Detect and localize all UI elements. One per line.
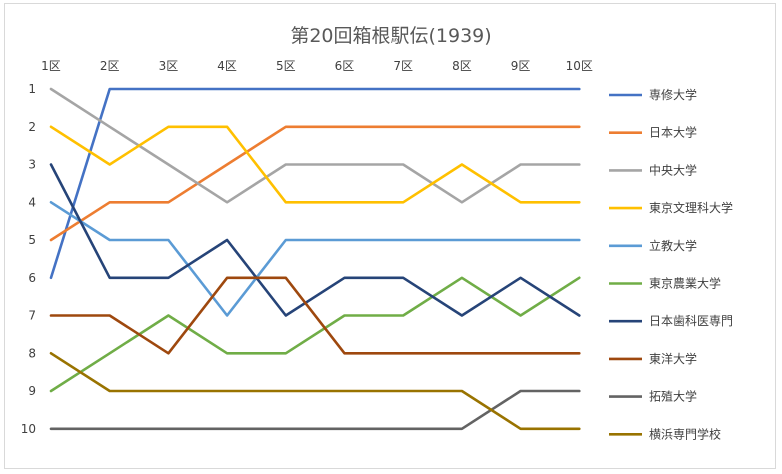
line-chart: 第20回箱根駅伝(1939) 1区 2区 3区 4区 5区 6区 7区 8区 9区 10区 1 2 3… [21, 25, 733, 441]
y-axis-ticks: 1 2 3 4 5 6 7 8 9 10 [21, 82, 36, 436]
legend-label: 拓殖大学 [649, 389, 697, 404]
y-tick-label: 2 [28, 120, 36, 134]
legend-label: 東京農業大学 [649, 276, 721, 291]
x-tick-label: 9区 [511, 59, 531, 73]
series-line [49, 351, 581, 431]
series-line [49, 125, 581, 204]
chart-title: 第20回箱根駅伝(1939) [290, 25, 491, 47]
y-tick-label: 4 [28, 195, 36, 209]
x-tick-label: 2区 [100, 59, 120, 73]
legend-label: 日本大学 [649, 125, 697, 140]
series-lines [49, 87, 581, 431]
y-tick-label: 9 [28, 384, 36, 398]
y-tick-label: 3 [28, 158, 36, 172]
series-line [49, 87, 581, 204]
x-tick-label: 7区 [393, 59, 413, 73]
y-tick-label: 6 [28, 271, 36, 285]
legend-label: 専修大学 [649, 87, 697, 102]
y-tick-label: 10 [21, 422, 36, 436]
legend-label: 日本歯科医専門 [649, 314, 733, 328]
y-tick-label: 8 [28, 346, 36, 360]
series-line [49, 276, 581, 355]
series-line [49, 87, 581, 280]
chart-frame: 第20回箱根駅伝(1939) 1区 2区 3区 4区 5区 6区 7区 8区 9区 10区 1 2 3… [4, 3, 776, 469]
series-line [49, 389, 581, 431]
legend-label: 横浜専門学校 [649, 426, 721, 441]
series-line [49, 163, 581, 317]
legend-label: 立教大学 [649, 238, 697, 253]
x-tick-label: 5区 [276, 59, 296, 73]
x-tick-label: 4区 [217, 59, 237, 73]
y-tick-label: 7 [28, 309, 36, 323]
x-tick-label: 10区 [566, 59, 593, 73]
y-tick-label: 5 [28, 233, 36, 247]
x-tick-label: 3区 [159, 59, 179, 73]
series-line [49, 125, 581, 242]
legend-label: 東洋大学 [649, 351, 697, 366]
series-line [49, 201, 581, 317]
x-tick-label: 8区 [452, 59, 472, 73]
legend-label: 中央大学 [649, 162, 697, 177]
x-axis-ticks: 1区 2区 3区 4区 5区 6区 7区 8区 9区 10区 [41, 59, 593, 73]
series-line [49, 276, 581, 393]
legend: 専修大学日本大学中央大学東京文理科大学立教大学東京農業大学日本歯科医専門東洋大学… [609, 87, 733, 441]
y-tick-label: 1 [28, 82, 36, 96]
x-tick-label: 1区 [41, 59, 61, 73]
legend-label: 東京文理科大学 [649, 200, 733, 215]
x-tick-label: 6区 [335, 59, 355, 73]
